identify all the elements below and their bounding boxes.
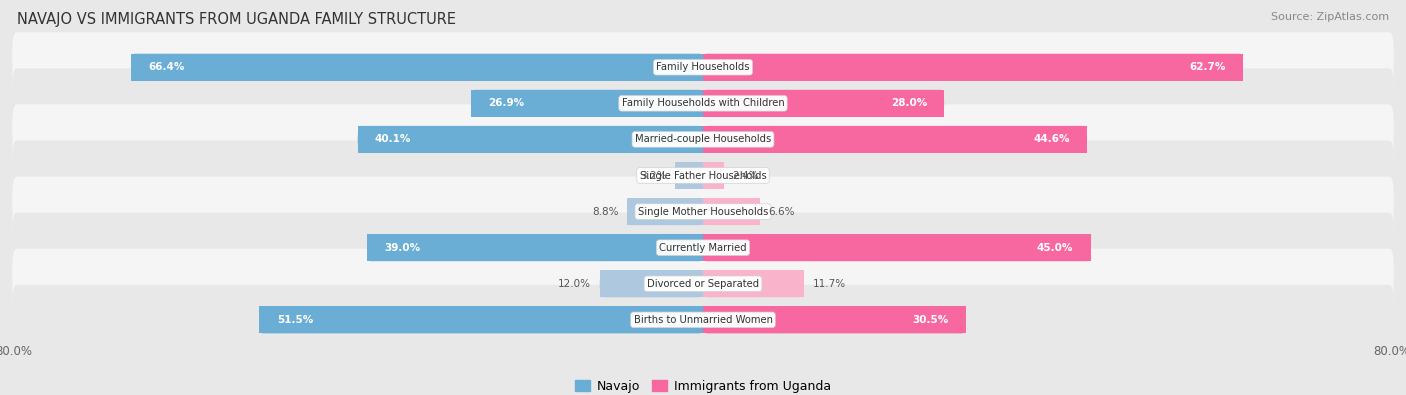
FancyBboxPatch shape xyxy=(627,198,703,225)
FancyBboxPatch shape xyxy=(357,126,703,153)
FancyBboxPatch shape xyxy=(703,54,1243,81)
FancyBboxPatch shape xyxy=(599,270,703,297)
Bar xyxy=(703,162,724,189)
Bar xyxy=(703,198,759,225)
Text: 28.0%: 28.0% xyxy=(890,98,927,108)
Text: 62.7%: 62.7% xyxy=(1189,62,1226,72)
FancyBboxPatch shape xyxy=(13,177,1393,246)
FancyBboxPatch shape xyxy=(703,90,945,117)
Text: Births to Unmarried Women: Births to Unmarried Women xyxy=(634,315,772,325)
Text: Source: ZipAtlas.com: Source: ZipAtlas.com xyxy=(1271,12,1389,22)
Bar xyxy=(703,54,1243,81)
Text: 39.0%: 39.0% xyxy=(384,243,420,253)
Bar xyxy=(703,126,1087,153)
Text: Family Households with Children: Family Households with Children xyxy=(621,98,785,108)
FancyBboxPatch shape xyxy=(13,141,1393,211)
Text: Single Mother Households: Single Mother Households xyxy=(638,207,768,216)
Text: 30.5%: 30.5% xyxy=(912,315,949,325)
Bar xyxy=(367,234,703,261)
Bar xyxy=(357,126,703,153)
FancyBboxPatch shape xyxy=(471,90,703,117)
Text: Single Father Households: Single Father Households xyxy=(640,171,766,181)
Text: 12.0%: 12.0% xyxy=(558,279,591,289)
Bar xyxy=(260,306,703,333)
FancyBboxPatch shape xyxy=(13,213,1393,283)
Text: 51.5%: 51.5% xyxy=(277,315,314,325)
Text: 44.6%: 44.6% xyxy=(1033,134,1070,145)
FancyBboxPatch shape xyxy=(703,306,966,333)
FancyBboxPatch shape xyxy=(13,285,1393,355)
Text: Married-couple Households: Married-couple Households xyxy=(636,134,770,145)
Text: NAVAJO VS IMMIGRANTS FROM UGANDA FAMILY STRUCTURE: NAVAJO VS IMMIGRANTS FROM UGANDA FAMILY … xyxy=(17,12,456,27)
FancyBboxPatch shape xyxy=(13,249,1393,319)
FancyBboxPatch shape xyxy=(703,126,1087,153)
Text: 8.8%: 8.8% xyxy=(592,207,619,216)
Bar xyxy=(627,198,703,225)
FancyBboxPatch shape xyxy=(703,270,804,297)
FancyBboxPatch shape xyxy=(367,234,703,261)
Bar xyxy=(675,162,703,189)
Bar xyxy=(599,270,703,297)
FancyBboxPatch shape xyxy=(131,54,703,81)
Text: Divorced or Separated: Divorced or Separated xyxy=(647,279,759,289)
FancyBboxPatch shape xyxy=(260,306,703,333)
Text: 2.4%: 2.4% xyxy=(733,171,759,181)
FancyBboxPatch shape xyxy=(13,104,1393,175)
Bar xyxy=(703,306,966,333)
FancyBboxPatch shape xyxy=(703,234,1091,261)
FancyBboxPatch shape xyxy=(675,162,703,189)
Text: 6.6%: 6.6% xyxy=(769,207,794,216)
Bar xyxy=(131,54,703,81)
Bar xyxy=(703,270,804,297)
Bar xyxy=(471,90,703,117)
Bar xyxy=(703,90,945,117)
Text: 40.1%: 40.1% xyxy=(375,134,412,145)
FancyBboxPatch shape xyxy=(703,162,724,189)
Text: Currently Married: Currently Married xyxy=(659,243,747,253)
Legend: Navajo, Immigrants from Uganda: Navajo, Immigrants from Uganda xyxy=(571,375,835,395)
Text: 66.4%: 66.4% xyxy=(149,62,184,72)
Text: 11.7%: 11.7% xyxy=(813,279,845,289)
FancyBboxPatch shape xyxy=(13,32,1393,102)
FancyBboxPatch shape xyxy=(13,68,1393,138)
Text: 45.0%: 45.0% xyxy=(1038,243,1073,253)
Text: 3.2%: 3.2% xyxy=(640,171,666,181)
Text: Family Households: Family Households xyxy=(657,62,749,72)
Bar xyxy=(703,234,1091,261)
FancyBboxPatch shape xyxy=(703,198,759,225)
Text: 26.9%: 26.9% xyxy=(488,98,524,108)
